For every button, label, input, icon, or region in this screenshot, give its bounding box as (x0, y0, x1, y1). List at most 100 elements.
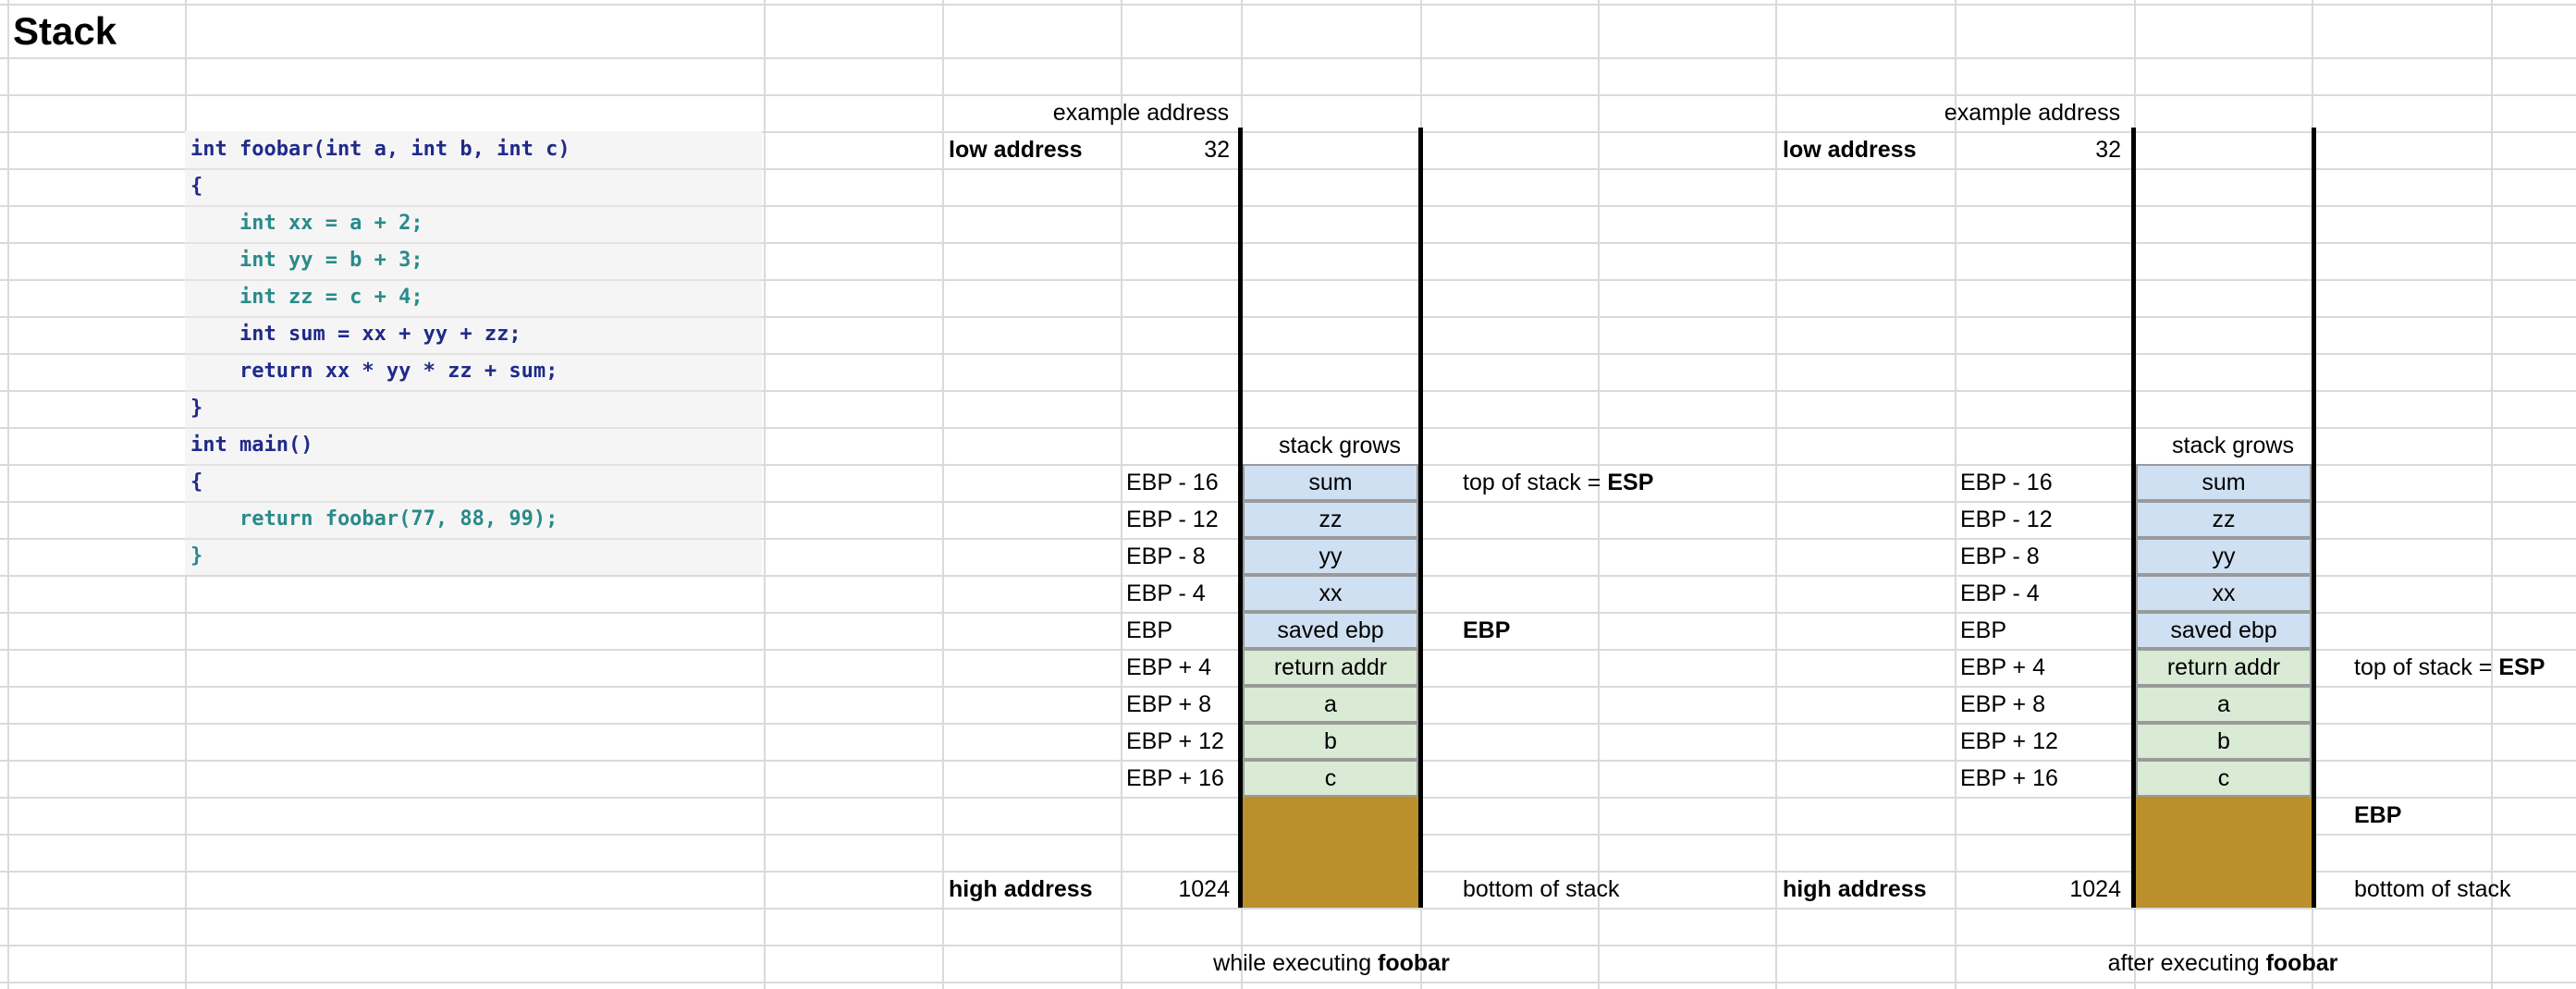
stack-slot-xx: xx (1243, 575, 1418, 612)
code-line: { (190, 470, 203, 494)
low-address-label: low address (1783, 137, 1917, 163)
ebp-offset-label: EBP + 16 (1960, 765, 2058, 791)
esp-note-register: ESP (1607, 470, 1654, 495)
stack-slot-sum: sum (2136, 464, 2312, 501)
ebp-offset-label: EBP - 8 (1126, 543, 1206, 569)
esp-note-register: ESP (2498, 654, 2545, 680)
bottom-of-stack-note: bottom of stack (2354, 876, 2511, 902)
ebp-offset-label: EBP - 4 (1960, 580, 2040, 606)
stack-slot-b: b (2136, 723, 2312, 760)
code-row-divider (185, 427, 762, 429)
grid-row-line (0, 427, 2576, 429)
ebp-offset-label: EBP (1960, 617, 2007, 643)
code-row-divider (185, 538, 762, 540)
example-address-label: example address (1052, 100, 1230, 126)
grid-row-line (0, 279, 2576, 281)
stack-slot-return-addr: return addr (1243, 649, 1418, 686)
code-line: int xx = a + 2; (190, 212, 423, 235)
grid-column-line (1775, 0, 1777, 989)
ebp-offset-label: EBP - 12 (1126, 507, 1219, 532)
ebp-offset-label: EBP + 12 (1960, 728, 2058, 754)
code-row-divider (185, 464, 762, 466)
high-address-label: high address (1783, 876, 1927, 902)
stack-slot-a: a (2136, 686, 2312, 723)
grid-column-line (764, 0, 766, 989)
grid-row-line (0, 205, 2576, 207)
code-row-divider (185, 242, 762, 244)
stack-slot-saved-ebp: saved ebp (1243, 612, 1418, 649)
esp-note-prefix: top of stack = (1463, 470, 1608, 495)
code-line: } (190, 397, 203, 420)
grid-column-line (942, 0, 944, 989)
code-line: } (190, 544, 203, 568)
code-line: return xx * yy * zz + sum; (190, 360, 558, 383)
ebp-offset-label: EBP - 12 (1960, 507, 2053, 532)
stack-slot-zz: zz (1243, 501, 1418, 538)
grid-row-line (0, 945, 2576, 946)
code-row-divider (185, 205, 762, 207)
grid-row-line (0, 316, 2576, 318)
code-line: int zz = c + 4; (190, 286, 423, 309)
stack-grows-label: stack grows (2172, 433, 2294, 458)
stack-slot-zz: zz (2136, 501, 2312, 538)
code-row-divider (185, 279, 762, 281)
low-address-value: 32 (2095, 137, 2121, 163)
code-row-divider (185, 353, 762, 355)
stack-right-wall (2312, 128, 2316, 908)
grid-row-line (0, 168, 2576, 170)
ebp-offset-label: EBP + 8 (1960, 691, 2045, 717)
ebp-offset-label: EBP + 4 (1126, 654, 1211, 680)
ebp-offset-label: EBP - 16 (1126, 470, 1219, 495)
stack-left-wall (2131, 128, 2136, 908)
high-address-label: high address (949, 876, 1093, 902)
stack-slot-yy: yy (1243, 538, 1418, 575)
page-title: Stack (13, 9, 117, 53)
diagram-caption: after executing foobar (2019, 945, 2426, 982)
code-row-divider (185, 501, 762, 503)
caption-prefix: after executing (2107, 950, 2266, 976)
ebp-note: EBP (1463, 617, 1511, 643)
esp-note-prefix: top of stack = (2354, 654, 2499, 680)
ebp-offset-label: EBP - 16 (1960, 470, 2053, 495)
stack-slot-b: b (1243, 723, 1418, 760)
stack-bottom-region (1243, 797, 1418, 908)
grid-column-line (1955, 0, 1957, 989)
stack-slot-c: c (2136, 760, 2312, 797)
ebp-offset-label: EBP (1126, 617, 1173, 643)
high-address-value: 1024 (2069, 876, 2121, 902)
caption-prefix: while executing (1213, 950, 1379, 976)
grid-column-line (1598, 0, 1600, 989)
grid-column-line (7, 0, 9, 989)
grid-row-line (0, 390, 2576, 392)
ebp-offset-label: EBP + 4 (1960, 654, 2045, 680)
code-line: { (190, 175, 203, 198)
stack-bottom-region (2136, 797, 2312, 908)
bottom-of-stack-note: bottom of stack (1463, 876, 1620, 902)
stack-grows-label: stack grows (1279, 433, 1401, 458)
stack-left-wall (1238, 128, 1243, 908)
low-address-label: low address (949, 137, 1083, 163)
grid-row-line (0, 94, 2576, 96)
code-row-divider (185, 168, 762, 170)
high-address-value: 1024 (1178, 876, 1230, 902)
code-line: return foobar(77, 88, 99); (190, 507, 558, 531)
code-row-divider (185, 390, 762, 392)
caption-function-name: foobar (1378, 950, 1450, 976)
code-line: int yy = b + 3; (190, 249, 423, 272)
code-line: int foobar(int a, int b, int c) (190, 138, 570, 161)
grid-row-line (0, 353, 2576, 355)
grid-row-line (0, 242, 2576, 244)
top-of-stack-note: top of stack = ESP (1463, 464, 1740, 501)
stack-slot-xx: xx (2136, 575, 2312, 612)
ebp-offset-label: EBP - 4 (1126, 580, 1206, 606)
stack-slot-sum: sum (1243, 464, 1418, 501)
ebp-offset-label: EBP + 12 (1126, 728, 1224, 754)
grid-row-line (0, 4, 2576, 6)
grid-column-line (1121, 0, 1122, 989)
low-address-value: 32 (1204, 137, 1230, 163)
code-row-divider (185, 316, 762, 318)
grid-row-line (0, 908, 2576, 910)
diagram-caption: while executing foobar (1128, 945, 1535, 982)
grid-row-line (0, 131, 2576, 133)
caption-function-name: foobar (2265, 950, 2338, 976)
